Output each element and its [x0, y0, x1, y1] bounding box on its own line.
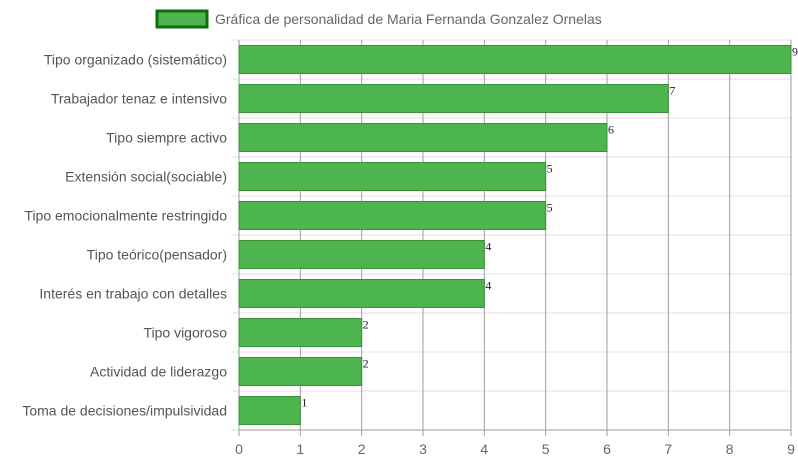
data-labels: 9 7 6 5 5 4 4 2 2 1 — [301, 45, 798, 410]
x-tick-label: 2 — [358, 441, 366, 457]
bar — [238, 162, 547, 191]
x-tick-label: 5 — [542, 441, 550, 457]
category-label: Tipo teórico(pensador) — [87, 247, 227, 263]
category-label: Toma de decisiones/impulsividad — [22, 403, 227, 419]
bar — [238, 279, 485, 308]
data-label: 5 — [547, 162, 553, 176]
x-tick-label: 8 — [726, 441, 734, 457]
x-tick-label: 6 — [603, 441, 611, 457]
bar — [238, 357, 363, 386]
category-labels: Tipo organizado (sistemático) Trabajador … — [22, 52, 227, 419]
bar — [238, 240, 485, 269]
data-label: 2 — [363, 318, 369, 332]
bar — [238, 201, 547, 230]
data-label: 5 — [547, 201, 553, 215]
data-label: 4 — [485, 279, 491, 293]
data-label: 4 — [485, 240, 491, 254]
x-axis-ticks: 0 1 2 3 4 5 6 7 8 9 — [235, 441, 795, 457]
category-label: Interés en trabajo con detalles — [39, 286, 227, 302]
category-label: Extensión social(sociable) — [65, 169, 227, 185]
x-tick-label: 1 — [296, 441, 304, 457]
bar — [238, 123, 608, 152]
data-label: 9 — [792, 45, 798, 59]
legend-label: Gráfica de personalidad de Maria Fernand… — [215, 11, 602, 27]
x-tick-label: 4 — [480, 441, 488, 457]
legend: Gráfica de personalidad de Maria Fernand… — [155, 9, 602, 29]
bar — [238, 45, 792, 74]
x-tick-label: 9 — [787, 441, 795, 457]
bar — [238, 396, 301, 425]
category-label: Actividad de liderazgo — [90, 364, 227, 380]
data-label: 1 — [301, 396, 307, 410]
x-tick-label: 0 — [235, 441, 243, 457]
data-label: 2 — [363, 357, 369, 371]
legend-swatch — [155, 9, 209, 29]
bars — [238, 45, 792, 425]
category-label: Tipo organizado (sistemático) — [44, 52, 227, 68]
category-label: Tipo vigoroso — [143, 325, 227, 341]
category-label: Tipo emocionalmente restringido — [24, 208, 227, 224]
x-tick-label: 3 — [419, 441, 427, 457]
x-tick-label: 7 — [664, 441, 672, 457]
data-label: 7 — [669, 84, 675, 98]
data-label: 6 — [608, 123, 614, 137]
bar — [238, 318, 363, 347]
category-label: Trabajador tenaz e intensivo — [51, 91, 227, 107]
bar — [238, 84, 669, 113]
category-label: Tipo siempre activo — [106, 130, 227, 146]
